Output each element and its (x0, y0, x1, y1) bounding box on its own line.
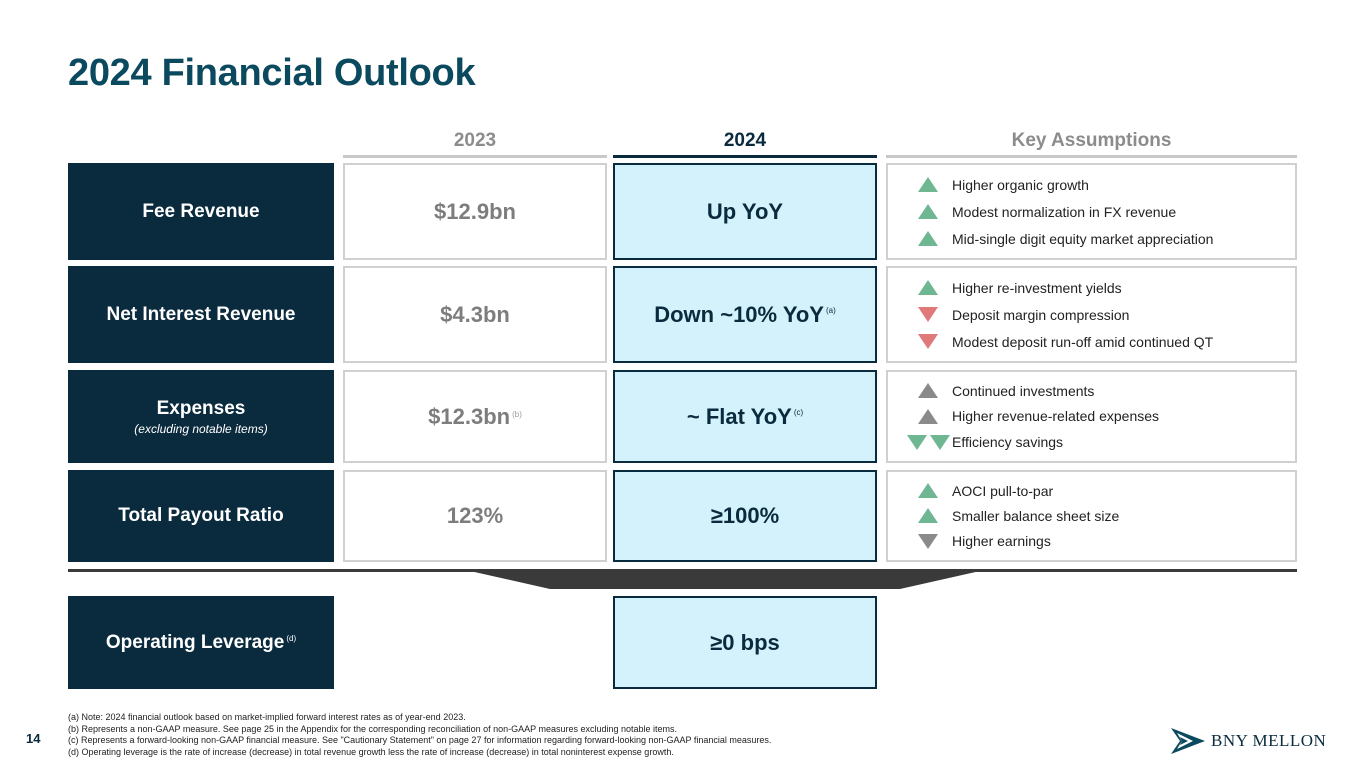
down-arrow-icon (918, 307, 938, 322)
assumption-item: Higher revenue-related expenses (906, 404, 1295, 428)
outlook-2024-operating-leverage: ≥0 bps (613, 596, 877, 689)
outlook-2024-total-payout-ratio: ≥100% (613, 470, 877, 562)
value-text: $12.3bn (428, 404, 510, 430)
value-text: $4.3bn (440, 302, 510, 328)
row-label-text: Expenses (157, 398, 246, 420)
outlook-2024-expenses: ~ Flat YoY (c) (613, 370, 877, 463)
assumption-item: AOCI pull-to-par (906, 479, 1295, 503)
footnote: (a) Note: 2024 financial outlook based o… (68, 712, 771, 724)
assumption-text: Higher revenue-related expenses (952, 408, 1159, 424)
footnotes: (a) Note: 2024 financial outlook based o… (68, 712, 771, 758)
assumption-text: Efficiency savings (952, 434, 1063, 450)
down-arrow-icon (918, 534, 938, 549)
assumption-item: Higher organic growth (906, 173, 1295, 197)
outlook-text: ≥100% (711, 503, 779, 529)
up-arrow-icon (918, 177, 938, 192)
assumption-text: Deposit margin compression (952, 307, 1129, 323)
assumption-item: Higher earnings (906, 529, 1295, 553)
row-label-text: Net Interest Revenue (106, 304, 295, 326)
column-header-key-assumptions: Key Assumptions (886, 130, 1297, 158)
assumption-text: Smaller balance sheet size (952, 508, 1119, 524)
row-label-total-payout-ratio: Total Payout Ratio (68, 470, 334, 562)
up-arrow-icon (918, 231, 938, 246)
assumptions-expenses: Continued investments Higher revenue-rel… (886, 370, 1297, 463)
outlook-2024-net-interest-revenue: Down ~10% YoY (a) (613, 266, 877, 363)
assumption-text: Continued investments (952, 383, 1094, 399)
footnote: (b) Represents a non-GAAP measure. See p… (68, 724, 771, 736)
footnote: (c) Represents a forward-looking non-GAA… (68, 735, 771, 747)
assumptions-total-payout-ratio: AOCI pull-to-par Smaller balance sheet s… (886, 470, 1297, 562)
outlook-text: Down ~10% YoY (654, 302, 824, 328)
row-label-text: Total Payout Ratio (118, 505, 283, 527)
column-header-2024: 2024 (613, 130, 877, 158)
funnel-arrow (470, 571, 980, 591)
value-2023-net-interest-revenue: $4.3bn (343, 266, 607, 363)
bny-mellon-logo-icon (1171, 728, 1205, 754)
row-label-text: Fee Revenue (142, 201, 259, 223)
footnote-marker: (a) (826, 306, 836, 315)
outlook-2024-fee-revenue: Up YoY (613, 163, 877, 260)
row-label-operating-leverage: Operating Leverage (d) (68, 596, 334, 689)
assumption-item: Deposit margin compression (906, 303, 1295, 327)
row-label-expenses: Expenses (excluding notable items) (68, 370, 334, 463)
assumption-text: Higher organic growth (952, 177, 1089, 193)
up-arrow-icon (918, 508, 938, 523)
footnote-marker: (c) (794, 408, 803, 417)
page-title: 2024 Financial Outlook (68, 52, 475, 95)
down-arrow-icon (907, 435, 927, 450)
assumption-item: Smaller balance sheet size (906, 504, 1295, 528)
assumptions-net-interest-revenue: Higher re-investment yields Deposit marg… (886, 266, 1297, 363)
bny-mellon-logo: BNY MELLON (1171, 728, 1326, 754)
assumption-text: Higher earnings (952, 533, 1051, 549)
up-arrow-icon (918, 383, 938, 398)
assumption-item: Continued investments (906, 379, 1295, 403)
up-arrow-icon (918, 204, 938, 219)
assumption-item: Higher re-investment yields (906, 276, 1295, 300)
value-2023-expenses: $12.3bn (b) (343, 370, 607, 463)
down-arrow-icon (930, 435, 950, 450)
value-text: $12.9bn (434, 199, 516, 225)
row-sublabel: (excluding notable items) (134, 422, 267, 436)
footnote-marker: (d) (286, 634, 296, 643)
row-label-fee-revenue: Fee Revenue (68, 163, 334, 260)
footnote: (d) Operating leverage is the rate of in… (68, 747, 771, 759)
assumption-item: Mid-single digit equity market appreciat… (906, 227, 1295, 251)
assumption-text: Modest normalization in FX revenue (952, 204, 1176, 220)
up-arrow-icon (918, 280, 938, 295)
assumption-text: Higher re-investment yields (952, 280, 1122, 296)
assumption-item: Modest deposit run-off amid continued QT (906, 330, 1295, 354)
outlook-text: ≥0 bps (710, 630, 780, 656)
footnote-marker: (b) (512, 410, 522, 419)
value-text: 123% (447, 503, 503, 529)
up-arrow-icon (918, 483, 938, 498)
outlook-text: Up YoY (707, 199, 783, 225)
assumptions-fee-revenue: Higher organic growth Modest normalizati… (886, 163, 1297, 260)
outlook-text: ~ Flat YoY (687, 404, 792, 430)
page-number: 14 (26, 731, 40, 746)
assumption-text: AOCI pull-to-par (952, 483, 1053, 499)
assumption-text: Modest deposit run-off amid continued QT (952, 334, 1213, 350)
value-2023-fee-revenue: $12.9bn (343, 163, 607, 260)
value-2023-total-payout-ratio: 123% (343, 470, 607, 562)
assumption-item: Modest normalization in FX revenue (906, 200, 1295, 224)
down-arrow-icon (918, 334, 938, 349)
column-header-2023: 2023 (343, 130, 607, 158)
up-arrow-icon (918, 409, 938, 424)
assumption-text: Mid-single digit equity market appreciat… (952, 231, 1213, 247)
row-label-text: Operating Leverage (106, 632, 284, 654)
row-label-net-interest-revenue: Net Interest Revenue (68, 266, 334, 363)
assumption-item: Efficiency savings (906, 430, 1295, 454)
logo-text: BNY MELLON (1211, 731, 1326, 751)
